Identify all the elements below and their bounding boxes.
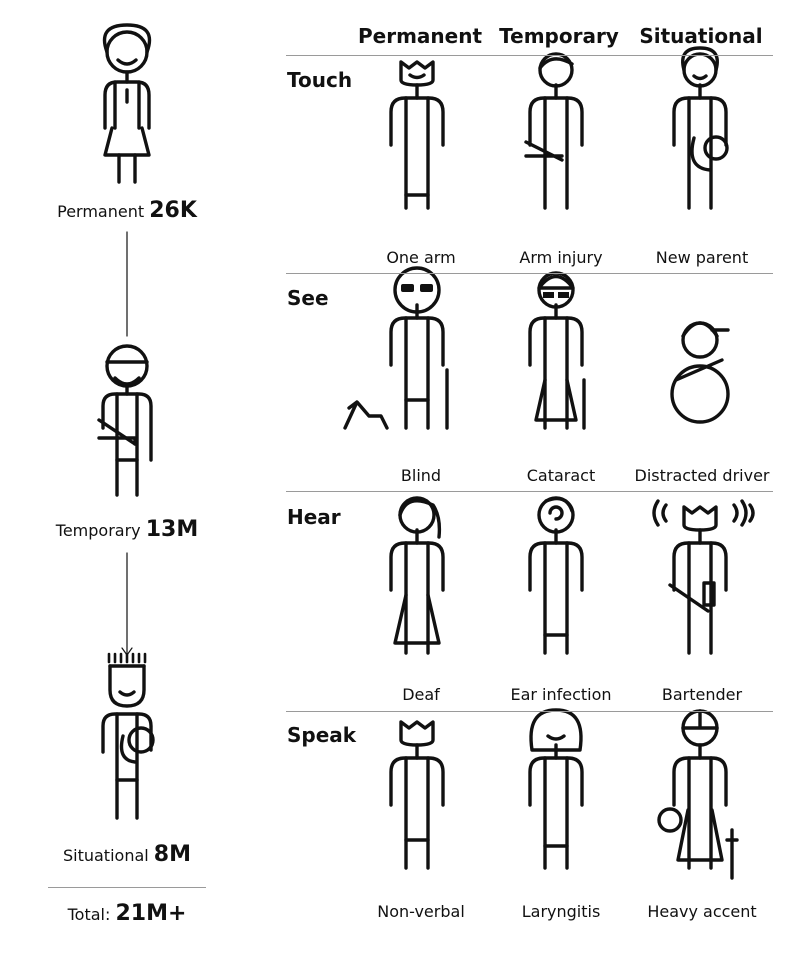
divider-hear-speak: [286, 711, 773, 712]
label-distracted-driver: Distracted driver: [634, 466, 770, 485]
label-ear-infection: Ear infection: [510, 685, 612, 704]
figure-one-arm: [389, 60, 445, 210]
label-one-arm: One arm: [386, 248, 456, 267]
spectrum-situational: Situational 8M: [62, 842, 191, 867]
figure-ear-infection: [528, 496, 584, 655]
figure-arm-injury: [524, 52, 584, 210]
spectrum-temporary: Temporary 13M: [55, 517, 199, 542]
label-heavy-accent: Heavy accent: [647, 902, 757, 921]
figure-blind: [343, 266, 449, 430]
temporary-figure: [97, 344, 153, 497]
label-bartender: Bartender: [661, 685, 743, 704]
label-cataract: Cataract: [526, 466, 596, 485]
row-label-speak: Speak: [287, 723, 357, 747]
figure-deaf: [389, 496, 445, 655]
column-header-temporary: Temporary: [499, 24, 619, 48]
figure-bartender: [652, 499, 755, 655]
figure-distracted-driver: [670, 321, 730, 424]
total-divider: [48, 887, 206, 888]
figure-new-parent: [672, 46, 729, 210]
column-header-permanent: Permanent: [357, 24, 483, 48]
label-non-verbal: Non-verbal: [377, 902, 465, 921]
permanent-figure: [102, 23, 152, 184]
total-count: Total: 21M+: [67, 901, 187, 926]
label-arm-injury: Arm injury: [519, 248, 603, 267]
figure-heavy-accent: [657, 709, 739, 880]
situational-figure: [101, 652, 155, 820]
label-blind: Blind: [400, 466, 442, 485]
column-header-situational: Situational: [639, 24, 763, 48]
row-label-touch: Touch: [287, 68, 353, 92]
row-label-see: See: [287, 286, 329, 310]
spectrum-permanent: Permanent 26K: [57, 198, 197, 223]
row-label-hear: Hear: [287, 505, 341, 529]
label-laryngitis: Laryngitis: [521, 902, 601, 921]
label-deaf: Deaf: [402, 685, 440, 704]
figure-cataract: [528, 271, 586, 430]
divider-touch-see: [286, 273, 773, 274]
figure-laryngitis: [528, 708, 584, 870]
label-new-parent: New parent: [655, 248, 749, 267]
divider-see-hear: [286, 491, 773, 492]
divider-header: [286, 55, 773, 56]
figure-non-verbal: [389, 720, 445, 870]
